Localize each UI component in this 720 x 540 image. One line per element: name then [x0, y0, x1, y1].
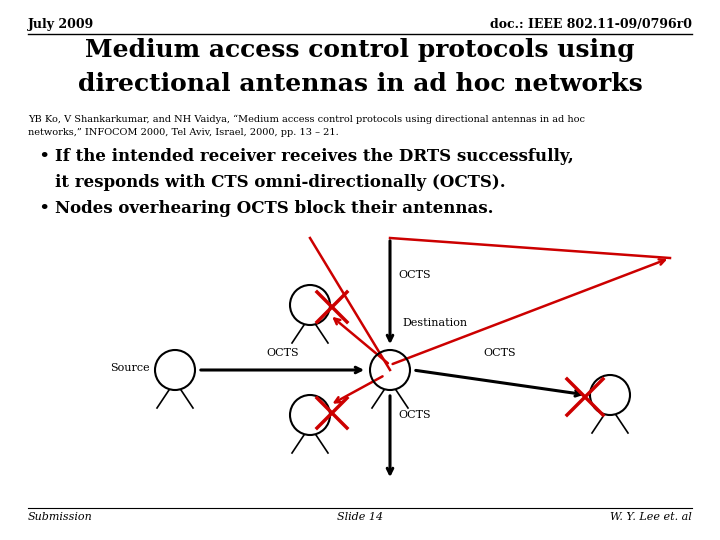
Text: W. Y. Lee et. al: W. Y. Lee et. al	[611, 512, 692, 522]
Text: doc.: IEEE 802.11-09/0796r0: doc.: IEEE 802.11-09/0796r0	[490, 18, 692, 31]
Text: •: •	[38, 148, 50, 166]
Text: OCTS: OCTS	[398, 270, 431, 280]
Text: July 2009: July 2009	[28, 18, 94, 31]
Text: OCTS: OCTS	[398, 410, 431, 420]
Text: If the intended receiver receives the DRTS successfully,: If the intended receiver receives the DR…	[55, 148, 574, 165]
Text: Destination: Destination	[402, 318, 467, 328]
Text: OCTS: OCTS	[484, 348, 516, 358]
Text: OCTS: OCTS	[266, 348, 299, 358]
Text: Nodes overhearing OCTS block their antennas.: Nodes overhearing OCTS block their anten…	[55, 200, 493, 217]
Text: YB Ko, V Shankarkumar, and NH Vaidya, “Medium access control protocols using dir: YB Ko, V Shankarkumar, and NH Vaidya, “M…	[28, 115, 585, 137]
Text: •: •	[38, 200, 50, 218]
Text: Slide 14: Slide 14	[337, 512, 383, 522]
Text: Medium access control protocols using: Medium access control protocols using	[85, 38, 635, 62]
Text: it responds with CTS omni-directionally (OCTS).: it responds with CTS omni-directionally …	[55, 174, 505, 191]
Text: Submission: Submission	[28, 512, 93, 522]
Text: Source: Source	[110, 363, 150, 373]
Text: directional antennas in ad hoc networks: directional antennas in ad hoc networks	[78, 72, 642, 96]
